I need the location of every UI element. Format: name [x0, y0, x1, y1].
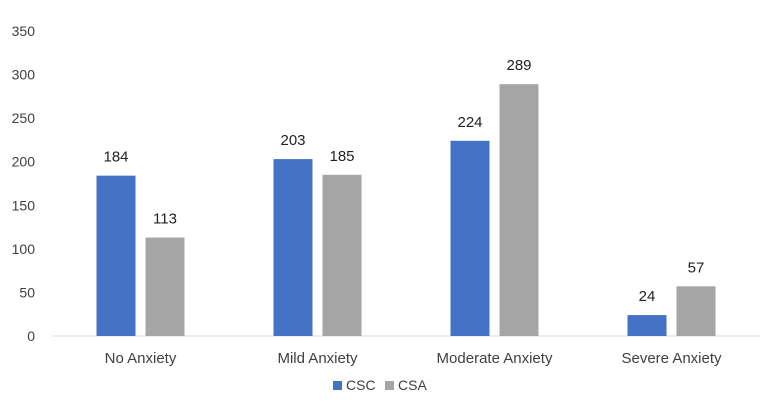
- bar-csc: [273, 159, 313, 336]
- bar-csc: [96, 175, 136, 336]
- y-tick-label: 200: [12, 154, 36, 170]
- category-labels: No Anxiety Mild Anxiety Moderate Anxiety Se…: [105, 350, 722, 367]
- legend: CSC CSA: [333, 377, 427, 393]
- category-label: Severe Anxiety: [621, 350, 722, 367]
- y-tick-label: 150: [12, 197, 36, 213]
- bar-csa: [145, 237, 185, 336]
- category-label: Mild Anxiety: [277, 350, 358, 367]
- data-labels: 184 113 203 185 224 289 24 57: [103, 57, 704, 305]
- bar-csa: [676, 286, 716, 336]
- data-label: 289: [506, 57, 531, 74]
- data-label: 57: [688, 259, 705, 276]
- y-tick-label: 0: [27, 328, 35, 344]
- legend-swatch-csa: [385, 381, 394, 390]
- y-tick-label: 350: [12, 23, 36, 39]
- bar-csc: [627, 315, 667, 336]
- legend-label: CSC: [346, 377, 376, 393]
- category-label: Moderate Anxiety: [437, 350, 553, 367]
- data-label: 24: [639, 288, 656, 305]
- y-axis-ticks: 0 50 100 150 200 250 300 350: [12, 23, 36, 344]
- data-label: 203: [280, 132, 305, 149]
- legend-swatch-csc: [333, 381, 342, 390]
- bar-csc: [450, 140, 490, 336]
- data-label: 113: [153, 211, 177, 228]
- y-tick-label: 250: [12, 110, 36, 126]
- bars: [96, 84, 716, 337]
- y-tick-label: 100: [12, 241, 36, 257]
- data-label: 184: [103, 149, 128, 166]
- bar-csa: [322, 174, 362, 336]
- bar-csa: [499, 84, 539, 337]
- y-tick-label: 50: [19, 284, 35, 300]
- category-label: No Anxiety: [105, 350, 177, 367]
- legend-label: CSA: [398, 377, 427, 393]
- data-label: 185: [329, 148, 354, 165]
- data-label: 224: [457, 114, 482, 131]
- y-tick-label: 300: [12, 67, 36, 83]
